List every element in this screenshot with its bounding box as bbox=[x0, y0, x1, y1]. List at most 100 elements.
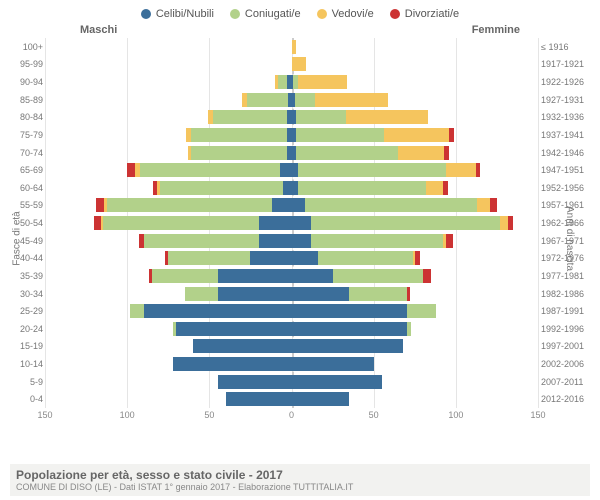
bar-segment bbox=[384, 128, 450, 142]
bar-segment bbox=[490, 198, 497, 212]
bar-segment bbox=[446, 163, 476, 177]
bar-segment bbox=[259, 216, 292, 230]
birth-label: 1942-1946 bbox=[541, 148, 597, 158]
bar-segment bbox=[292, 287, 350, 301]
bar-segment bbox=[292, 322, 407, 336]
bar-segment bbox=[292, 269, 333, 283]
male-bar bbox=[45, 357, 292, 371]
female-header: Femmine bbox=[472, 24, 520, 36]
birth-label: 1972-1976 bbox=[541, 253, 597, 263]
bar-segment bbox=[407, 287, 410, 301]
female-bar bbox=[292, 375, 539, 389]
bar-segment bbox=[140, 163, 280, 177]
bar-segment bbox=[176, 322, 291, 336]
bar-segment bbox=[477, 198, 490, 212]
age-row: 35-391977-1981 bbox=[0, 267, 600, 285]
bar-segment bbox=[311, 234, 442, 248]
bar-segment bbox=[292, 198, 305, 212]
birth-label: 1977-1981 bbox=[541, 271, 597, 281]
birth-label: 1982-1986 bbox=[541, 289, 597, 299]
male-bar bbox=[45, 287, 292, 301]
x-tick: 150 bbox=[37, 410, 52, 420]
male-bar bbox=[45, 216, 292, 230]
age-label: 50-54 bbox=[3, 218, 43, 228]
bar-segment bbox=[218, 287, 292, 301]
bar-segment bbox=[423, 269, 431, 283]
age-row: 50-541962-1966 bbox=[0, 214, 600, 232]
legend-label: Coniugati/e bbox=[245, 8, 301, 20]
legend: Celibi/Nubili Coniugati/e Vedovi/e Divorzia… bbox=[0, 0, 600, 20]
age-row: 45-491967-1971 bbox=[0, 232, 600, 250]
female-bar bbox=[292, 357, 539, 371]
age-label: 10-14 bbox=[3, 359, 43, 369]
age-label: 60-64 bbox=[3, 183, 43, 193]
male-bar bbox=[45, 234, 292, 248]
age-row: 60-641952-1956 bbox=[0, 179, 600, 197]
bar-segment bbox=[96, 198, 104, 212]
age-label: 55-59 bbox=[3, 200, 43, 210]
bar-segment bbox=[508, 216, 513, 230]
age-row: 100+≤ 1916 bbox=[0, 38, 600, 56]
x-tick: 50 bbox=[369, 410, 379, 420]
bar-segment bbox=[296, 146, 398, 160]
bar-segment bbox=[247, 93, 288, 107]
age-label: 65-69 bbox=[3, 165, 43, 175]
bar-segment bbox=[446, 234, 453, 248]
female-bar bbox=[292, 322, 539, 336]
birth-label: 2012-2016 bbox=[541, 394, 597, 404]
legend-item: Divorziati/e bbox=[390, 8, 459, 20]
female-bar bbox=[292, 251, 539, 265]
age-label: 30-34 bbox=[3, 289, 43, 299]
age-row: 15-191997-2001 bbox=[0, 338, 600, 356]
legend-swatch bbox=[390, 9, 400, 19]
bar-segment bbox=[191, 146, 286, 160]
bar-segment bbox=[185, 287, 218, 301]
age-label: 90-94 bbox=[3, 77, 43, 87]
age-label: 15-19 bbox=[3, 341, 43, 351]
male-bar bbox=[45, 146, 292, 160]
female-bar bbox=[292, 163, 539, 177]
male-bar bbox=[45, 375, 292, 389]
male-bar bbox=[45, 93, 292, 107]
footer-title: Popolazione per età, sesso e stato civil… bbox=[16, 468, 584, 482]
bar-segment bbox=[160, 181, 283, 195]
age-row: 55-591957-1961 bbox=[0, 197, 600, 215]
age-label: 20-24 bbox=[3, 324, 43, 334]
male-bar bbox=[45, 57, 292, 71]
footer-subtitle: COMUNE DI DISO (LE) - Dati ISTAT 1° genn… bbox=[16, 482, 584, 492]
age-label: 100+ bbox=[3, 42, 43, 52]
legend-label: Celibi/Nubili bbox=[156, 8, 214, 20]
male-bar bbox=[45, 339, 292, 353]
bar-segment bbox=[292, 357, 374, 371]
bar-segment bbox=[193, 339, 292, 353]
birth-label: 1922-1926 bbox=[541, 77, 597, 87]
female-bar bbox=[292, 93, 539, 107]
birth-label: 1937-1941 bbox=[541, 130, 597, 140]
bar-segment bbox=[278, 75, 286, 89]
age-row: 5-92007-2011 bbox=[0, 373, 600, 391]
bar-segment bbox=[250, 251, 291, 265]
bar-segment bbox=[415, 251, 420, 265]
bar-segment bbox=[349, 287, 407, 301]
bar-segment bbox=[315, 93, 389, 107]
age-label: 45-49 bbox=[3, 236, 43, 246]
age-label: 0-4 bbox=[3, 394, 43, 404]
bar-segment bbox=[168, 251, 250, 265]
male-header: Maschi bbox=[80, 24, 117, 36]
bar-segment bbox=[272, 198, 292, 212]
legend-item: Vedovi/e bbox=[317, 8, 374, 20]
age-row: 40-441972-1976 bbox=[0, 250, 600, 268]
bar-segment bbox=[296, 110, 345, 124]
x-tick: 100 bbox=[120, 410, 135, 420]
bar-segment bbox=[103, 216, 259, 230]
bar-segment bbox=[298, 75, 347, 89]
female-bar bbox=[292, 198, 539, 212]
male-bar bbox=[45, 304, 292, 318]
bar-segment bbox=[407, 304, 437, 318]
bar-segment bbox=[333, 269, 423, 283]
bar-segment bbox=[292, 375, 382, 389]
female-bar bbox=[292, 75, 539, 89]
bar-segment bbox=[283, 181, 291, 195]
bar-segment bbox=[305, 198, 478, 212]
female-bar bbox=[292, 40, 539, 54]
